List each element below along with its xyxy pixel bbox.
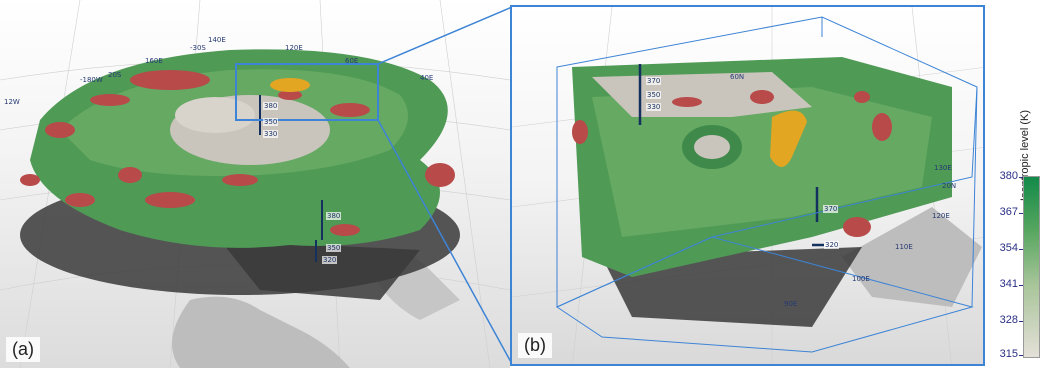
- level-label: 380: [263, 102, 279, 110]
- map-label: 110E: [895, 243, 913, 251]
- red-blobs: [572, 90, 892, 237]
- level-label: 330: [646, 103, 662, 111]
- map-label: 90E: [784, 300, 798, 308]
- colorbar-tick: 315: [999, 348, 1018, 360]
- colorbar-tick: 367: [999, 206, 1018, 218]
- yellow-blob: [770, 110, 807, 167]
- level-label: 370: [823, 205, 839, 213]
- colorbar-tickmark: [1019, 285, 1023, 286]
- bounding-box: [555, 16, 978, 353]
- red-blobs: [20, 70, 455, 236]
- panel-a-view: 140E -30S 120E 160E 20S -180W 12W 60E 40…: [0, 0, 510, 368]
- colorbar-tick: 354: [999, 242, 1018, 254]
- map-label: 160E: [145, 57, 163, 65]
- isentropic-surface: [592, 87, 932, 237]
- colorbar-tick: 341: [999, 278, 1018, 290]
- map-label: 20N: [942, 182, 957, 190]
- level-label: 350: [263, 118, 279, 126]
- map-label: 60E: [345, 57, 359, 65]
- vortex-core: [694, 135, 730, 159]
- map-label: 100E: [852, 275, 870, 283]
- map-label: 140E: [208, 36, 226, 44]
- colorbar-tickmark: [1019, 321, 1023, 322]
- grey-surface-region: [175, 97, 255, 133]
- surface-shadow: [220, 240, 420, 300]
- map-label: 20S: [108, 71, 122, 79]
- map-label: 120E: [932, 212, 950, 220]
- level-label: 350: [646, 91, 662, 99]
- map-label: 120E: [285, 44, 303, 52]
- level-label: 320: [824, 241, 840, 249]
- level-label: 350: [326, 244, 342, 252]
- land-shape: [172, 296, 350, 368]
- land-shape: [842, 207, 982, 307]
- colorbar-tickmark: [1019, 177, 1023, 178]
- panel-b-scene: [512, 7, 983, 364]
- panel-b-label: (b): [518, 333, 552, 358]
- map-label: -30S: [190, 44, 206, 52]
- level-sticks: [638, 64, 824, 247]
- map-label: -180W: [80, 76, 103, 84]
- map-label: 130E: [934, 164, 952, 172]
- panel-a-scene: [0, 0, 510, 368]
- colorbar-tickmark: [1019, 249, 1023, 250]
- panel-a-label: (a): [6, 337, 40, 362]
- colorbar-tick: 380: [999, 170, 1018, 182]
- level-label: 330: [263, 130, 279, 138]
- zoom-region-box: [235, 63, 379, 121]
- level-label: 370: [646, 77, 662, 85]
- panel-b-view: 60N 130E 20N 120E 110E 100E 90E 370 350 …: [510, 5, 985, 366]
- level-label: 320: [322, 256, 338, 264]
- colorbar-tickmark: [1019, 213, 1023, 214]
- colorbar-tickmark: [1019, 355, 1023, 356]
- map-label: 60N: [730, 73, 745, 81]
- map-label: 12W: [4, 98, 20, 106]
- colorbar-tick: 328: [999, 314, 1018, 326]
- yellow-blob: [270, 78, 310, 92]
- level-label: 380: [326, 212, 342, 220]
- map-label: 40E: [420, 74, 434, 82]
- colorbar-ramp: [1023, 176, 1040, 358]
- level-sticks: [259, 95, 323, 262]
